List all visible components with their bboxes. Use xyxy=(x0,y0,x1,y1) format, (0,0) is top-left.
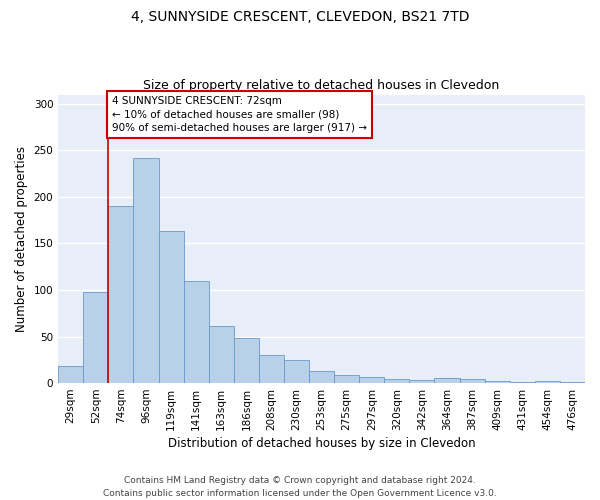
Text: 4, SUNNYSIDE CRESCENT, CLEVEDON, BS21 7TD: 4, SUNNYSIDE CRESCENT, CLEVEDON, BS21 7T… xyxy=(131,10,469,24)
Bar xyxy=(535,381,560,383)
Bar xyxy=(434,378,460,383)
Bar xyxy=(409,380,434,383)
Bar xyxy=(83,292,109,383)
Bar xyxy=(359,378,385,383)
Bar xyxy=(485,381,510,383)
Bar xyxy=(385,380,409,383)
Bar xyxy=(284,360,309,383)
Bar xyxy=(560,382,585,383)
Bar xyxy=(109,206,133,383)
Bar xyxy=(158,232,184,383)
Bar xyxy=(133,158,158,383)
Bar xyxy=(460,380,485,383)
Bar xyxy=(259,355,284,383)
Bar xyxy=(209,326,234,383)
Bar xyxy=(510,382,535,383)
Bar xyxy=(334,374,359,383)
X-axis label: Distribution of detached houses by size in Clevedon: Distribution of detached houses by size … xyxy=(168,437,475,450)
Bar xyxy=(58,366,83,383)
Bar xyxy=(234,338,259,383)
Text: 4 SUNNYSIDE CRESCENT: 72sqm
← 10% of detached houses are smaller (98)
90% of sem: 4 SUNNYSIDE CRESCENT: 72sqm ← 10% of det… xyxy=(112,96,367,133)
Title: Size of property relative to detached houses in Clevedon: Size of property relative to detached ho… xyxy=(143,79,500,92)
Y-axis label: Number of detached properties: Number of detached properties xyxy=(15,146,28,332)
Bar xyxy=(184,280,209,383)
Text: Contains HM Land Registry data © Crown copyright and database right 2024.
Contai: Contains HM Land Registry data © Crown c… xyxy=(103,476,497,498)
Bar xyxy=(309,371,334,383)
